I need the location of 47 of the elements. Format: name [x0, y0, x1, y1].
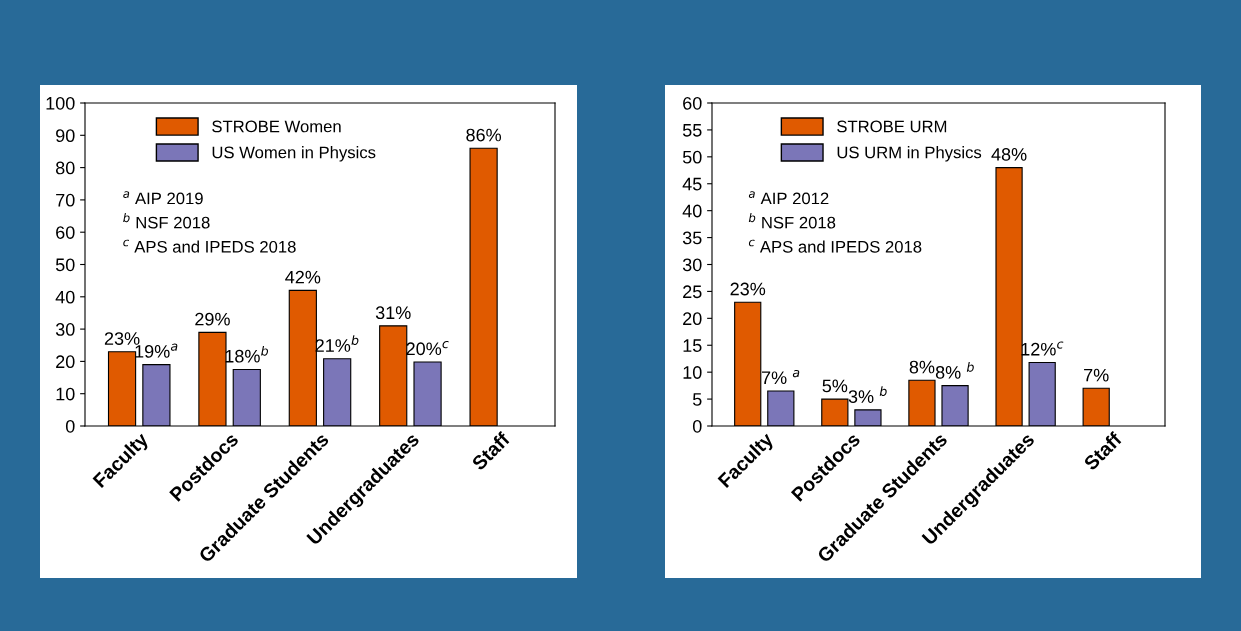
data-label: 8% $^{b}$ — [935, 362, 974, 379]
data-label: 29% — [195, 312, 230, 326]
y-tick-label: 5 — [692, 393, 702, 406]
data-label: 3% $^{b}$ — [848, 386, 887, 403]
annotation: $^{a}$ AIP 2012 — [748, 191, 829, 205]
y-tick-label: 30 — [55, 323, 75, 336]
y-tick-label: 100 — [46, 96, 75, 110]
y-tick-label: 80 — [55, 161, 75, 175]
data-label: 7% — [1084, 368, 1109, 382]
data-label: 86% — [466, 128, 502, 142]
annotation: $^{a}$ AIP 2019 — [123, 191, 203, 205]
y-tick-label: 50 — [682, 150, 702, 164]
y-tick-label: 30 — [682, 258, 702, 272]
data-label: 31% — [375, 306, 411, 320]
y-tick-label: 20 — [56, 355, 75, 369]
y-tick-label: 40 — [55, 290, 75, 304]
data-label: 42% — [285, 270, 321, 284]
y-tick-label: 60 — [56, 226, 75, 239]
y-tick-label: 20 — [683, 312, 702, 326]
data-label: 48% — [991, 148, 1027, 161]
data-label: 23% — [730, 282, 766, 296]
legend-label: US URM in Physics — [837, 146, 982, 162]
y-tick-label: 55 — [682, 124, 702, 137]
y-tick-label: 15 — [683, 339, 702, 352]
data-label: 23% — [104, 332, 140, 345]
y-tick-label: 10 — [56, 387, 75, 401]
y-tick-label: 35 — [682, 231, 702, 245]
y-tick-label: 25 — [683, 285, 702, 299]
legend-label: STROBE URM — [837, 120, 947, 133]
annotation: $^{c}$ APS and IPEDS 2018 — [748, 239, 922, 253]
legend-label: STROBE Women — [212, 120, 341, 133]
y-tick-label: 40 — [682, 204, 702, 218]
y-tick-label: 90 — [56, 129, 75, 143]
y-tick-label: 70 — [56, 193, 75, 207]
data-label: 8% — [909, 360, 935, 374]
y-tick-label: 0 — [65, 419, 75, 433]
annotation: $^{b}$ NSF 2018 — [748, 213, 836, 229]
annotation: $^{b}$ NSF 2018 — [123, 213, 210, 229]
legend-label: US Women in Physics — [212, 146, 376, 162]
data-label: 5% — [822, 379, 848, 393]
y-tick-label: 45 — [682, 177, 702, 191]
y-tick-label: 60 — [683, 96, 702, 110]
data-label: 7% $^{a}$ — [761, 369, 800, 385]
y-tick-label: 0 — [692, 419, 702, 433]
annotation: $^{c}$ APS and IPEDS 2018 — [123, 239, 296, 253]
y-tick-label: 50 — [55, 258, 75, 272]
y-tick-label: 10 — [683, 366, 702, 379]
